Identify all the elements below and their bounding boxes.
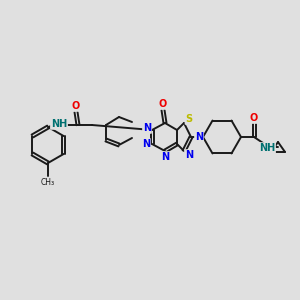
Text: NH: NH: [51, 119, 67, 129]
Text: N: N: [161, 152, 169, 162]
Text: N: N: [185, 150, 193, 160]
Text: S: S: [185, 114, 193, 124]
Text: O: O: [250, 113, 258, 123]
Text: CH₃: CH₃: [41, 178, 55, 187]
Text: N: N: [142, 139, 150, 149]
Text: NH: NH: [259, 143, 275, 153]
Text: O: O: [159, 99, 167, 109]
Text: N: N: [143, 123, 151, 133]
Text: N: N: [195, 132, 203, 142]
Text: O: O: [72, 101, 80, 111]
